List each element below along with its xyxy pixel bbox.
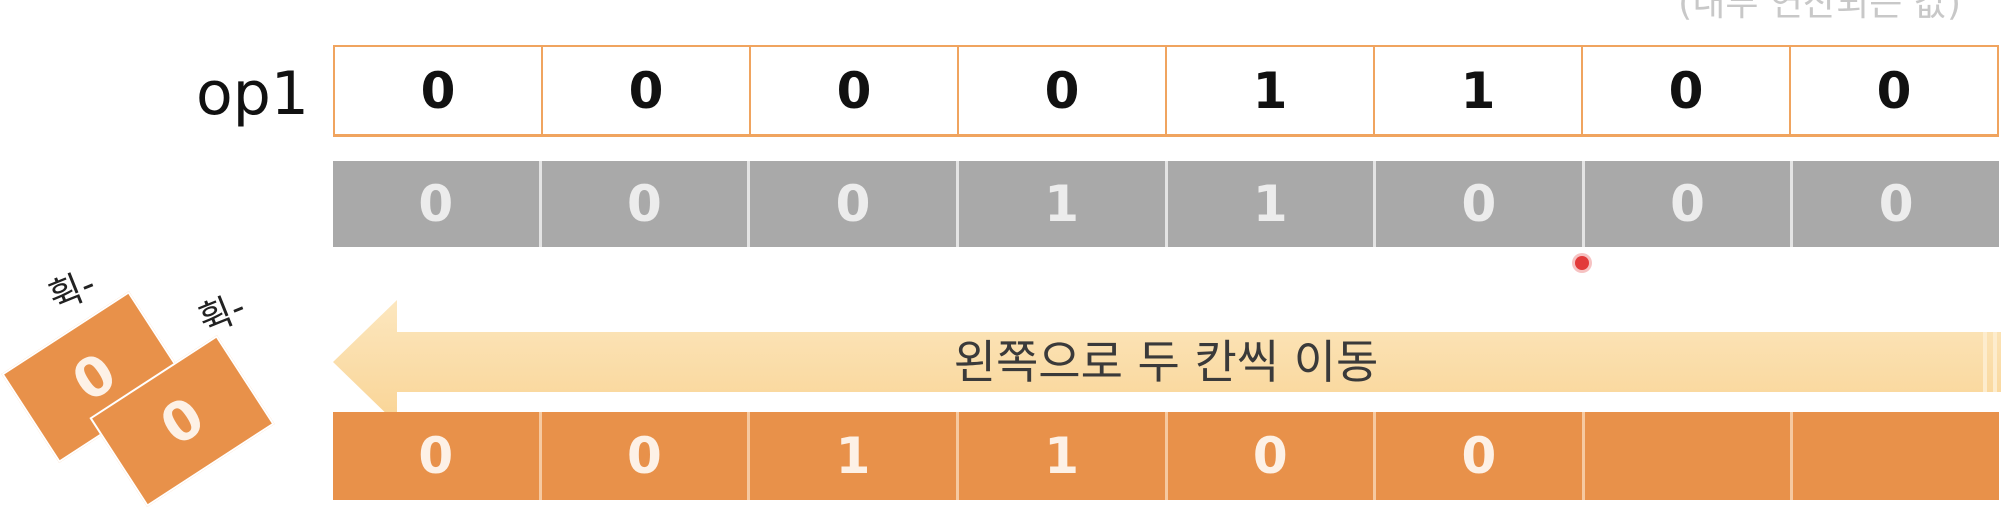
mouse-pointer-indicator (1575, 256, 1589, 270)
intermediate-bit-cell: 0 (1376, 161, 1585, 247)
result-bit-cell: 0 (542, 412, 751, 500)
intermediate-bit-cell: 0 (333, 161, 542, 247)
result-bit-cell: 1 (750, 412, 959, 500)
discarded-bit-value: 0 (149, 384, 215, 458)
intermediate-bit-cell: 0 (750, 161, 959, 247)
intermediate-bit-row: 0 0 0 1 1 0 0 0 (333, 161, 1999, 247)
op1-bit-cell: 0 (335, 47, 543, 134)
result-bit-row: 0 0 1 1 0 0 (333, 412, 1999, 500)
op1-label: op1 (196, 59, 309, 129)
cropped-caption: (내부 연산되는 값) (1678, 0, 1961, 24)
op1-bit-cell: 0 (1583, 47, 1791, 134)
op1-bit-cell: 1 (1167, 47, 1375, 134)
op1-bit-cell: 1 (1375, 47, 1583, 134)
shift-arrow-label: 왼쪽으로 두 칸씩 이동 (953, 335, 1379, 389)
intermediate-bit-cell: 1 (1168, 161, 1377, 247)
left-arrow-icon (333, 300, 2001, 424)
op1-bit-cell: 0 (543, 47, 751, 134)
swoosh-sound-text: 휙- (43, 263, 102, 319)
result-bit-cell (1793, 412, 1999, 500)
intermediate-bit-cell: 0 (1878, 175, 1914, 233)
op1-bit-cell: 0 (751, 47, 959, 134)
result-bit-cell: 0 (333, 412, 542, 500)
op1-bit-row: 0 0 0 0 1 1 0 0 (333, 45, 1999, 137)
result-bit-cell: 1 (959, 412, 1168, 500)
op1-bit-cell: 0 (1876, 61, 1912, 120)
intermediate-bit-cell: 0 (542, 161, 751, 247)
result-bit-cell (1585, 412, 1794, 500)
intermediate-bit-cell: 1 (959, 161, 1168, 247)
result-bit-cell: 0 (1168, 412, 1377, 500)
op1-bit-cell: 0 (959, 47, 1167, 134)
intermediate-bit-cell: 0 (1585, 161, 1794, 247)
swoosh-sound-text: 휙- (193, 286, 252, 342)
result-bit-cell: 0 (1376, 412, 1585, 500)
